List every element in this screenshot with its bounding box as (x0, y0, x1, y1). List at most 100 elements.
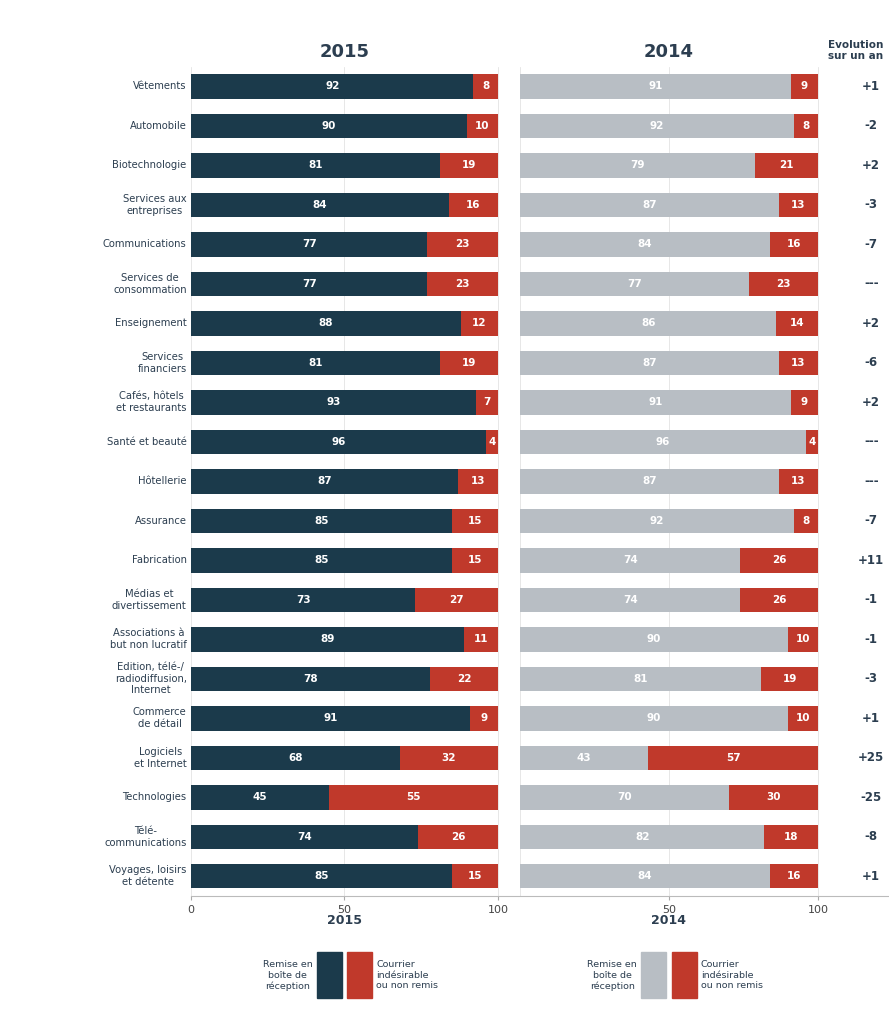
Text: 90: 90 (322, 121, 336, 131)
Text: 85: 85 (314, 871, 329, 882)
Text: Télé-
communications: Télé- communications (104, 826, 187, 848)
Text: 82: 82 (635, 831, 650, 842)
Text: 84: 84 (637, 240, 653, 249)
Bar (779, 469, 818, 494)
Bar (418, 824, 498, 849)
Text: 8: 8 (803, 516, 810, 525)
Bar (191, 193, 449, 217)
Text: ---: --- (864, 475, 878, 487)
Text: 23: 23 (455, 279, 469, 289)
Text: 91: 91 (648, 397, 663, 408)
Text: 93: 93 (326, 397, 341, 408)
Bar (191, 824, 418, 849)
Text: 43: 43 (577, 753, 591, 763)
Bar (520, 785, 728, 810)
Bar (806, 429, 818, 454)
Text: 77: 77 (302, 240, 316, 249)
Text: 2015: 2015 (327, 913, 362, 927)
Bar (794, 114, 818, 138)
Bar (473, 74, 498, 98)
Text: 78: 78 (303, 674, 318, 684)
Text: Technologies: Technologies (123, 793, 187, 802)
Text: Services de
consommation: Services de consommation (113, 273, 187, 295)
Text: 10: 10 (796, 634, 810, 644)
Text: -1: -1 (865, 593, 877, 606)
Bar (761, 667, 818, 691)
Text: 91: 91 (648, 81, 663, 91)
Bar (329, 785, 498, 810)
Bar (191, 745, 400, 770)
Text: +2: +2 (862, 159, 880, 172)
Text: 2014: 2014 (644, 43, 694, 61)
Text: ---: --- (864, 278, 878, 290)
Text: Edition, télé-/
radiodiffusion,
Internet: Edition, télé-/ radiodiffusion, Internet (115, 663, 187, 695)
Bar (191, 548, 452, 572)
Text: Assurance: Assurance (135, 516, 187, 525)
Text: Médias et
divertissement: Médias et divertissement (112, 589, 187, 610)
Bar (191, 627, 464, 651)
Text: 79: 79 (630, 161, 645, 170)
Bar (452, 548, 498, 572)
Text: Cafés, hôtels
et restaurants: Cafés, hôtels et restaurants (116, 391, 187, 413)
Bar (791, 390, 818, 415)
Text: 55: 55 (406, 793, 420, 802)
Text: Logiciels
et Internet: Logiciels et Internet (134, 746, 187, 769)
Text: Courrier
indésirable
ou non remis: Courrier indésirable ou non remis (701, 961, 763, 990)
Text: +2: +2 (862, 316, 880, 330)
Text: 73: 73 (296, 595, 310, 605)
Bar (728, 785, 818, 810)
Text: +11: +11 (858, 554, 885, 566)
Text: Courrier
indésirable
ou non remis: Courrier indésirable ou non remis (377, 961, 438, 990)
Text: 74: 74 (297, 831, 312, 842)
Text: Fabrication: Fabrication (132, 555, 187, 565)
Text: Communications: Communications (103, 240, 187, 249)
Bar (791, 74, 818, 98)
Text: 16: 16 (787, 240, 801, 249)
Text: +1: +1 (862, 80, 880, 93)
Bar (464, 627, 498, 651)
Text: -1: -1 (865, 633, 877, 646)
Bar (191, 509, 452, 534)
Bar (191, 271, 428, 296)
Bar (765, 824, 818, 849)
Bar (415, 588, 498, 612)
Text: 23: 23 (776, 279, 791, 289)
Text: +1: +1 (862, 869, 880, 883)
Bar (191, 114, 468, 138)
Bar (191, 74, 473, 98)
Text: Associations à
but non lucratif: Associations à but non lucratif (110, 629, 187, 650)
Text: 87: 87 (642, 200, 657, 210)
Bar (520, 745, 648, 770)
Text: 9: 9 (801, 397, 808, 408)
Text: 74: 74 (623, 555, 637, 565)
Text: Automobile: Automobile (130, 121, 187, 131)
Text: 9: 9 (801, 81, 808, 91)
Bar (770, 232, 818, 257)
Bar (470, 706, 498, 730)
Bar (741, 588, 818, 612)
Text: Biotechnologie: Biotechnologie (112, 161, 187, 170)
Text: -7: -7 (865, 238, 877, 251)
Text: 77: 77 (302, 279, 316, 289)
Bar (191, 350, 439, 375)
Text: 90: 90 (647, 634, 661, 644)
Text: Vêtements: Vêtements (133, 81, 187, 91)
Text: Services
financiers: Services financiers (138, 352, 187, 374)
Text: 14: 14 (789, 318, 805, 329)
Text: 81: 81 (634, 674, 648, 684)
Text: 45: 45 (252, 793, 268, 802)
Bar (191, 667, 430, 691)
Text: Remise en
boîte de
réception: Remise en boîte de réception (588, 961, 637, 990)
Bar (520, 311, 776, 336)
Bar (794, 509, 818, 534)
Text: -6: -6 (865, 356, 877, 370)
Bar (485, 429, 498, 454)
Text: 11: 11 (474, 634, 488, 644)
Text: 19: 19 (461, 357, 476, 368)
Text: 13: 13 (791, 476, 805, 486)
Bar (477, 390, 498, 415)
Text: 13: 13 (470, 476, 485, 486)
Text: 88: 88 (319, 318, 333, 329)
Text: 2015: 2015 (319, 43, 370, 61)
Text: Santé et beauté: Santé et beauté (107, 437, 187, 446)
